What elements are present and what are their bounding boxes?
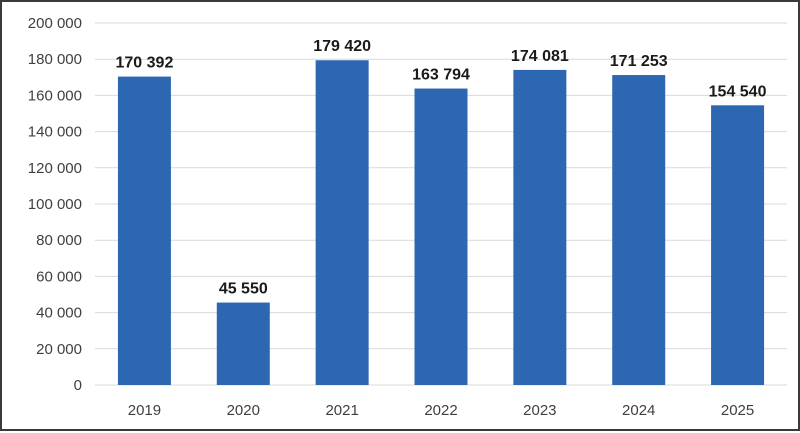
y-tick-label: 180 000 — [28, 51, 82, 68]
y-axis-ticks: 0 20 000 40 000 60 000 80 000 100 000 120 000 1… — [28, 15, 82, 394]
y-tick-label: 60 000 — [36, 268, 82, 285]
data-label-2022: 163 794 — [412, 67, 470, 84]
y-tick-label: 120 000 — [28, 160, 82, 177]
x-tick-label: 2025 — [721, 402, 754, 419]
bar-2022 — [414, 88, 468, 385]
y-tick-label: 40 000 — [36, 305, 82, 322]
bar-2025 — [711, 105, 765, 386]
data-label-2023: 174 081 — [511, 48, 569, 65]
data-label-2024: 171 253 — [610, 53, 668, 70]
bar-2024 — [612, 75, 666, 385]
x-tick-label: 2021 — [325, 402, 358, 419]
data-label-2020: 45 550 — [219, 281, 268, 298]
x-tick-label: 2020 — [227, 402, 260, 419]
x-tick-label: 2024 — [622, 402, 655, 419]
data-label-2021: 179 420 — [313, 38, 371, 55]
x-axis-ticks: 2019 2020 2021 2022 2023 2024 2025 — [128, 402, 755, 419]
bar-2021 — [315, 60, 369, 385]
y-tick-label: 200 000 — [28, 15, 82, 32]
bars — [117, 60, 765, 386]
x-tick-label: 2019 — [128, 402, 161, 419]
x-tick-label: 2022 — [424, 402, 457, 419]
bar-2020 — [216, 302, 270, 385]
x-tick-label: 2023 — [523, 402, 556, 419]
y-tick-label: 140 000 — [28, 124, 82, 141]
bar-2023 — [513, 69, 567, 385]
bar-2019 — [117, 76, 171, 385]
y-tick-label: 100 000 — [28, 196, 82, 213]
y-tick-label: 80 000 — [36, 232, 82, 249]
y-tick-label: 20 000 — [36, 341, 82, 358]
data-labels: 170 392 45 550 179 420 163 794 174 081 171 25… — [116, 38, 767, 297]
data-label-2019: 170 392 — [116, 55, 174, 72]
data-label-2025: 154 540 — [709, 83, 767, 100]
y-tick-label: 0 — [74, 377, 82, 394]
y-tick-label: 160 000 — [28, 87, 82, 104]
